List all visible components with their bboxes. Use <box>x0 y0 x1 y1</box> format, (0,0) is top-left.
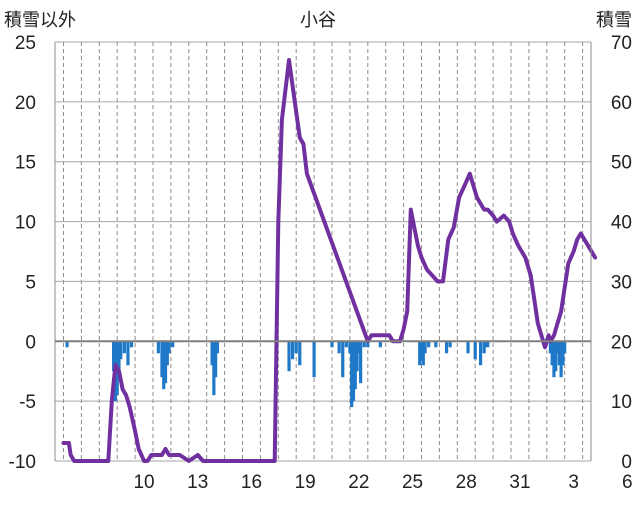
bar <box>478 341 483 366</box>
bar <box>423 341 427 354</box>
bar <box>357 341 361 354</box>
right-tick-label: 0 <box>621 452 632 473</box>
x-tick-label: 25 <box>402 472 423 493</box>
left-axis-label: 積雪以外 <box>4 10 76 30</box>
bar <box>359 341 363 384</box>
bar <box>156 341 160 354</box>
bar <box>554 341 558 372</box>
bar <box>421 341 425 366</box>
x-tick-label: 3 <box>568 472 579 493</box>
left-tick-label: 0 <box>25 332 36 353</box>
bar <box>350 341 354 408</box>
x-tick-label: 28 <box>456 472 477 493</box>
bar <box>353 341 357 390</box>
line-series <box>61 58 598 463</box>
bar <box>561 341 565 366</box>
bar <box>298 341 302 366</box>
x-tick-label: 10 <box>133 472 154 493</box>
snow-depth-line <box>61 58 598 463</box>
bar <box>355 341 359 372</box>
right-tick-label: 50 <box>611 153 632 174</box>
left-tick-label: 15 <box>15 153 36 174</box>
bar <box>484 341 488 348</box>
right-tick-label: 30 <box>611 272 632 293</box>
bar <box>418 341 422 366</box>
bar <box>448 341 452 348</box>
bar <box>466 341 470 354</box>
right-tick-label: 10 <box>611 392 632 413</box>
bar <box>126 341 130 366</box>
bar <box>348 341 352 354</box>
left-tick-label: 20 <box>15 93 36 114</box>
chart-title: 小谷 <box>300 10 336 30</box>
bar <box>552 341 556 378</box>
bar <box>434 341 438 348</box>
bar <box>117 341 121 378</box>
right-axis-ticks: 70 60 50 40 30 20 10 0 <box>611 33 632 473</box>
bar <box>212 341 216 396</box>
bar <box>362 341 366 348</box>
x-tick-label: 16 <box>241 472 262 493</box>
bar <box>160 341 164 378</box>
bar <box>444 341 449 354</box>
left-tick-label: -5 <box>19 392 36 413</box>
left-tick-label: 10 <box>15 213 36 234</box>
bar <box>215 341 220 354</box>
x-tick-label: 22 <box>348 472 369 493</box>
plot-frame <box>54 42 592 461</box>
bar <box>330 341 334 348</box>
bar <box>214 341 218 378</box>
right-tick-label: 20 <box>611 332 632 353</box>
right-tick-label: 70 <box>611 33 632 54</box>
bar <box>419 341 424 360</box>
bar <box>291 341 295 360</box>
x-tick-label: 6 <box>622 472 633 493</box>
bar <box>563 341 567 354</box>
bar-series <box>65 341 567 408</box>
bar <box>378 341 382 348</box>
bar <box>366 341 370 348</box>
bar <box>344 341 348 348</box>
bar <box>557 341 561 366</box>
bar <box>167 341 171 354</box>
right-tick-label: 40 <box>611 213 632 234</box>
bar <box>112 341 116 372</box>
left-tick-label: 5 <box>25 272 36 293</box>
bar <box>129 341 134 348</box>
bar <box>427 341 431 348</box>
bar <box>165 341 169 366</box>
bar <box>337 341 341 354</box>
bar <box>287 341 291 372</box>
bar <box>122 341 126 354</box>
left-tick-label: 25 <box>15 33 36 54</box>
bar <box>550 341 554 366</box>
bar <box>341 341 345 378</box>
left-tick-label: -10 <box>9 452 36 473</box>
x-axis-ticks: 10 13 16 19 22 25 28 31 3 6 <box>133 472 632 493</box>
bar <box>473 341 477 360</box>
bar <box>486 341 490 348</box>
x-tick-label: 13 <box>187 472 208 493</box>
bar <box>312 341 316 378</box>
left-axis-ticks: 25 20 15 10 5 0 -5 -10 <box>9 33 36 473</box>
bar <box>210 341 214 366</box>
right-tick-label: 60 <box>611 93 632 114</box>
x-tick-label: 19 <box>295 472 316 493</box>
bar <box>162 341 166 390</box>
bar <box>351 341 356 402</box>
bar <box>294 341 298 354</box>
right-axis-label: 積雪 <box>596 10 632 30</box>
bar <box>119 341 123 360</box>
bar <box>548 341 552 354</box>
bar <box>559 341 563 378</box>
bar <box>171 341 175 348</box>
x-tick-label: 31 <box>509 472 530 493</box>
bar <box>65 341 69 348</box>
bar <box>482 341 486 354</box>
bar <box>163 341 168 384</box>
bar <box>555 341 560 354</box>
